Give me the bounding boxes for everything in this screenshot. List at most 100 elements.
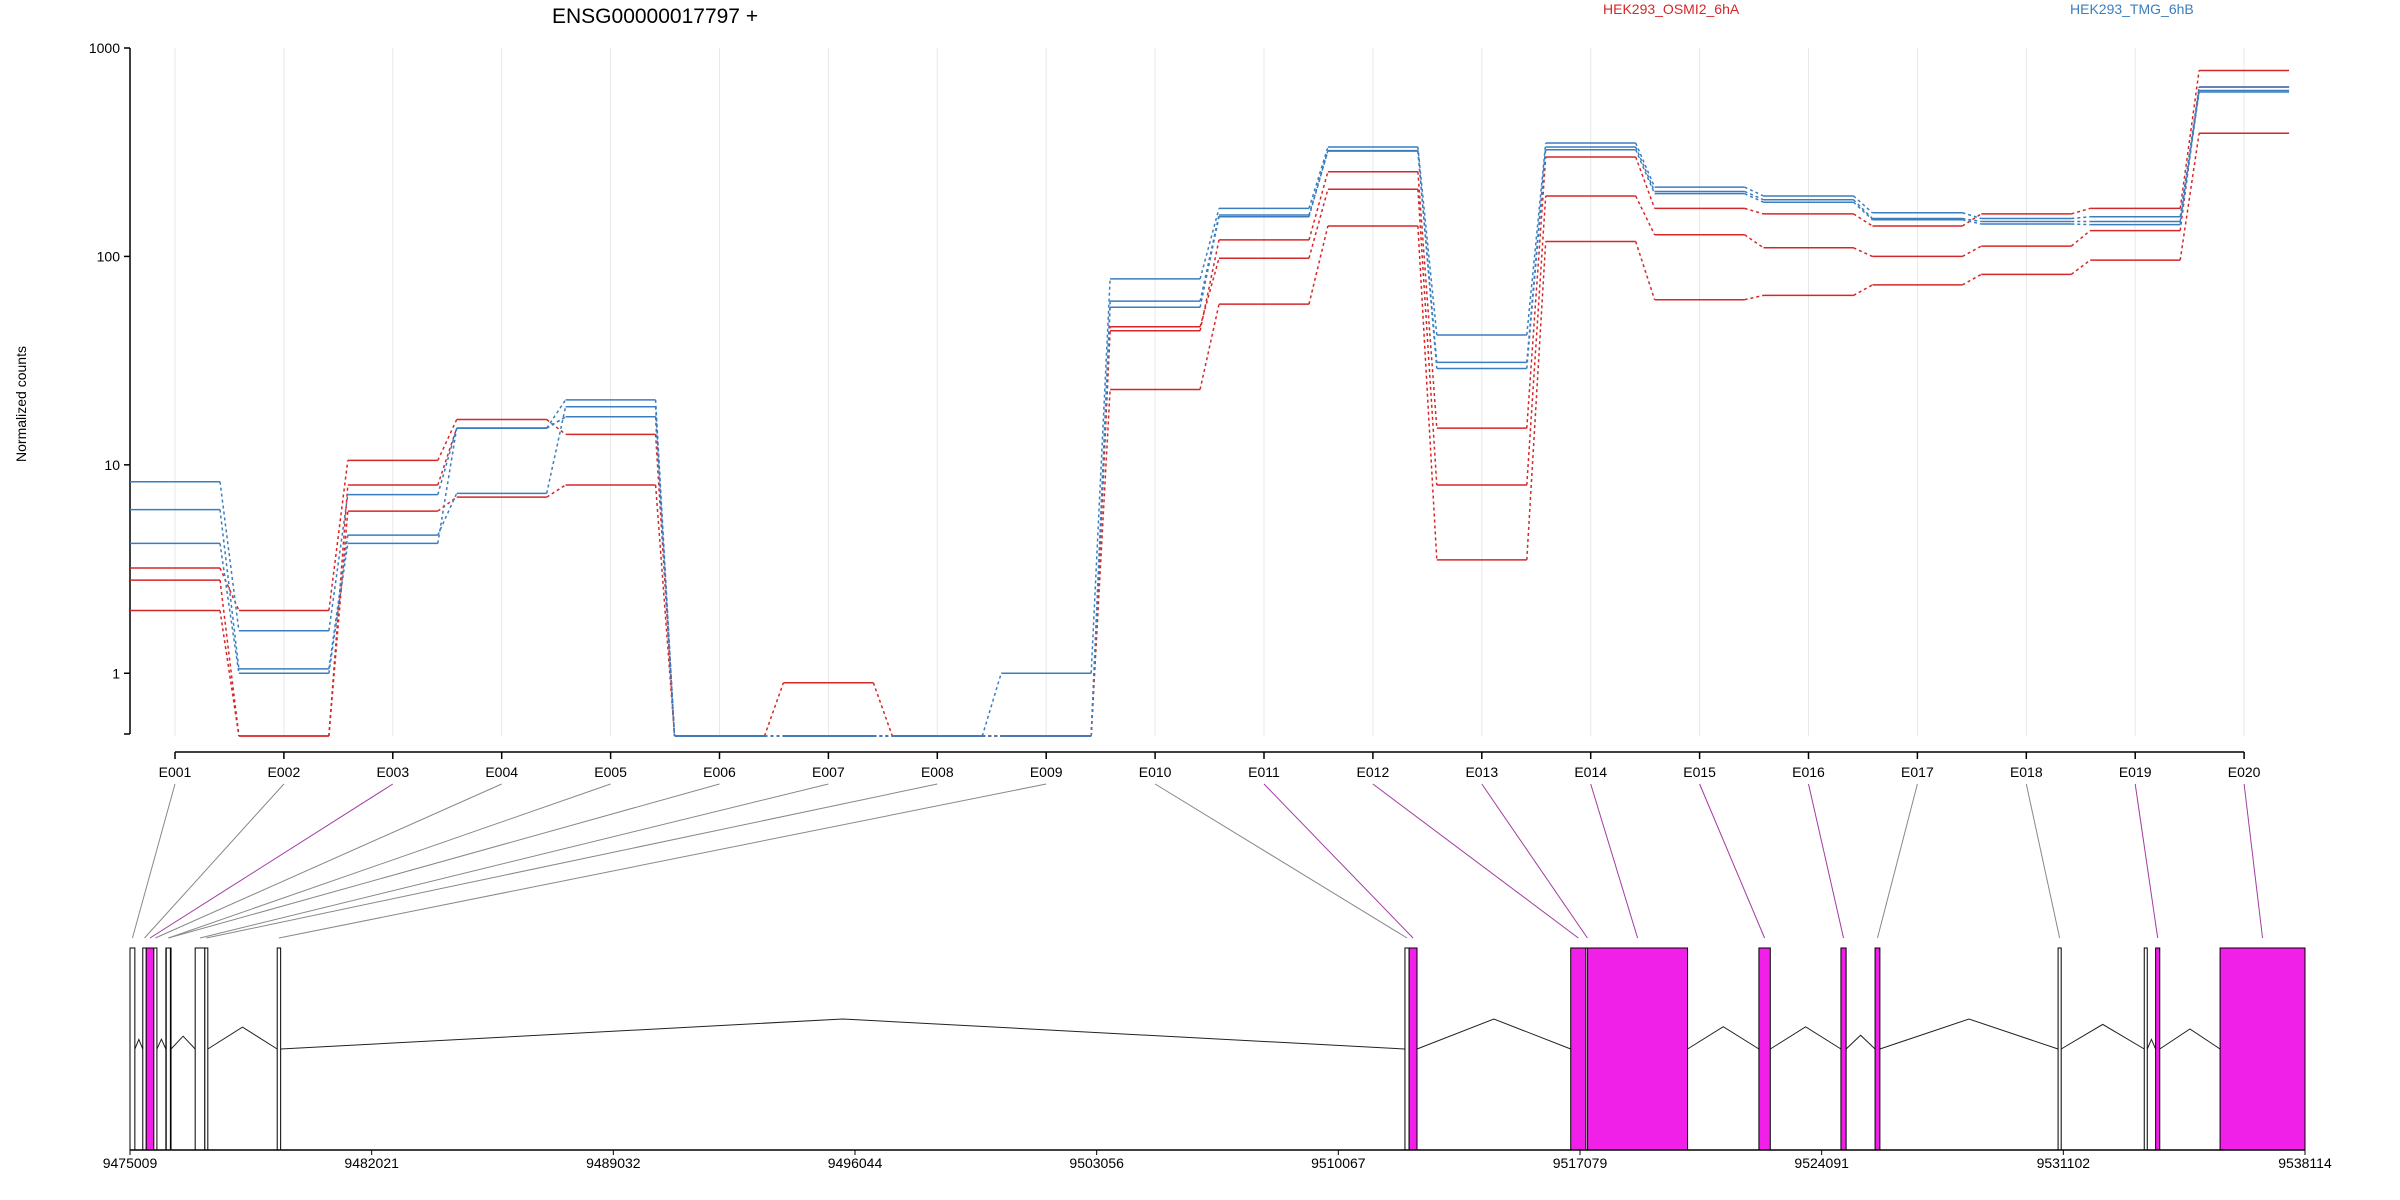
series-connector [1853,213,1873,227]
x-tick-label: E018 [2010,764,2043,780]
series-connector [328,511,349,737]
genomic-tick-label: 9524091 [1794,1155,1849,1171]
exon-connector [131,783,176,939]
x-tick-label: E013 [1465,764,1498,780]
x-tick-label: E012 [1357,764,1390,780]
series-lines [130,69,2290,737]
intron-line [156,1038,167,1050]
exon-connector [199,783,829,939]
exon-box [1840,947,1847,1151]
series-connector [1635,146,1656,192]
x-tick-label: E001 [159,764,192,780]
series-connector [437,493,458,536]
genomic-tick-label: 9482021 [344,1155,399,1171]
exon-box [129,947,136,1151]
series-connector [219,481,240,631]
series-connector [2179,90,2200,222]
series-connector [1417,151,1438,363]
y-axis-title: Normalized counts [13,346,29,462]
exon-connector [168,783,720,939]
exon-box [1587,947,1689,1151]
genomic-tick-label: 9489032 [586,1155,641,1171]
exon-connector [278,783,1047,939]
series-connector [1308,146,1329,209]
series-connector [2179,70,2200,209]
exon-box [1408,947,1418,1151]
series-connector [1526,195,1547,486]
exon-connector [1590,783,1639,939]
exon-box [142,947,147,1151]
series-connector [1961,213,1982,227]
genomic-tick-label: 9517079 [1553,1155,1608,1171]
genomic-tick-label: 9503056 [1069,1155,1124,1171]
series-connector [1199,208,1220,280]
series-connector [1526,149,1547,369]
x-tick-label: E005 [594,764,627,780]
series-connector [1853,195,1873,214]
series-connector [1744,234,1764,249]
exon-connector [168,783,611,939]
axes: 1 10 100 1000 E001 E002 E003 E004 E005 E006 E007 E0… [89,40,2261,780]
exon-box [1874,947,1881,1151]
series-connector [546,418,567,435]
series-connector [981,673,1002,737]
series-connector [545,406,567,494]
x-tick-label: E019 [2119,764,2152,780]
x-tick-label: E016 [1792,764,1825,780]
exon-connector [2243,783,2264,939]
y-tick-label: 1 [112,665,120,681]
exon-box [153,947,158,1151]
series-connector [1308,150,1329,216]
series-connector [2070,230,2091,247]
series-connector [1852,201,1873,221]
intron-line [1845,1034,1876,1050]
x-tick-label: E010 [1139,764,1172,780]
series-connector [1090,389,1111,737]
genomic-tick-label: 9510067 [1311,1155,1366,1171]
exon-box [2155,947,2161,1151]
exon-box [204,947,209,1151]
exon-connector [1876,783,1918,939]
series-connector [1635,149,1656,194]
exon-box [194,947,206,1151]
series-connector [2070,259,2091,275]
x-tick-label: E007 [812,764,845,780]
exon-box [165,947,171,1151]
series-connector [1199,304,1220,390]
x-tick-label: E020 [2228,764,2261,780]
exon-connector [144,783,285,939]
x-tick-label: E006 [703,764,736,780]
y-tick-label: 1000 [89,40,120,56]
series-connector [1634,241,1656,300]
intron-line [1879,1018,2059,1050]
gene-model: 9475009 9482021 9489032 9496044 9503056 95100… [103,947,2332,1171]
series-connector [437,428,458,544]
intron-line [134,1038,144,1050]
series-connector [546,484,567,498]
series-connector [1417,150,1438,369]
chart-title: ENSG00000017797 + [552,5,758,28]
series-connector [219,509,240,669]
exon-connector [1808,783,1845,939]
series-connector [1852,199,1873,220]
series-line [130,91,2290,737]
intron-line [2159,1028,2221,1050]
series-connector [1526,142,1547,336]
series-connector [437,427,458,486]
exon-connector [155,783,502,939]
series-connector [328,460,349,611]
exon-box [2143,947,2148,1151]
genomic-tick-label: 9538114 [2278,1155,2332,1171]
x-tick-label: E003 [376,764,409,780]
exon-box [1404,947,1410,1151]
y-tick-label: 10 [104,457,120,473]
x-tick-label: E011 [1248,764,1280,780]
series-connector [1417,225,1438,560]
series-connector [328,494,349,631]
series-connector [1308,225,1329,305]
exon-box [1570,947,1587,1151]
series-connector [1635,195,1656,236]
genomic-tick-label: 9496044 [828,1155,883,1171]
exon-box [276,947,282,1151]
